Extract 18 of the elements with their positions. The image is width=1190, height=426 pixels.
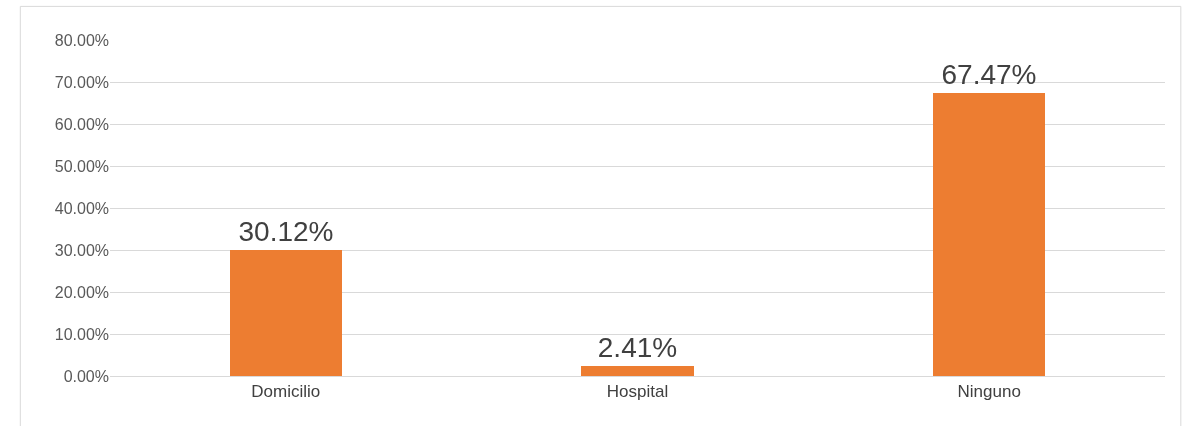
y-tick-label: 80.00% bbox=[54, 31, 109, 49]
y-tick-label: 20.00% bbox=[54, 283, 109, 301]
y-tick-label: 30.00% bbox=[54, 241, 109, 259]
y-tick-label: 40.00% bbox=[54, 199, 109, 217]
x-tick-label: Domicilio bbox=[251, 382, 321, 402]
x-tick-label: Hospital bbox=[606, 382, 669, 402]
data-label: 67.47% bbox=[941, 59, 1037, 90]
bar bbox=[230, 250, 342, 376]
y-tick-label: 50.00% bbox=[54, 157, 109, 175]
y-tick-label: 10.00% bbox=[54, 325, 109, 343]
data-label: 2.41% bbox=[597, 332, 678, 363]
data-label: 30.12% bbox=[238, 216, 334, 247]
y-tick-label: 70.00% bbox=[54, 73, 109, 91]
y-tick-label: 60.00% bbox=[54, 115, 109, 133]
bar bbox=[581, 366, 694, 376]
y-tick-label: 0.00% bbox=[63, 367, 109, 385]
bar bbox=[933, 93, 1045, 376]
x-tick-label: Ninguno bbox=[957, 382, 1021, 402]
